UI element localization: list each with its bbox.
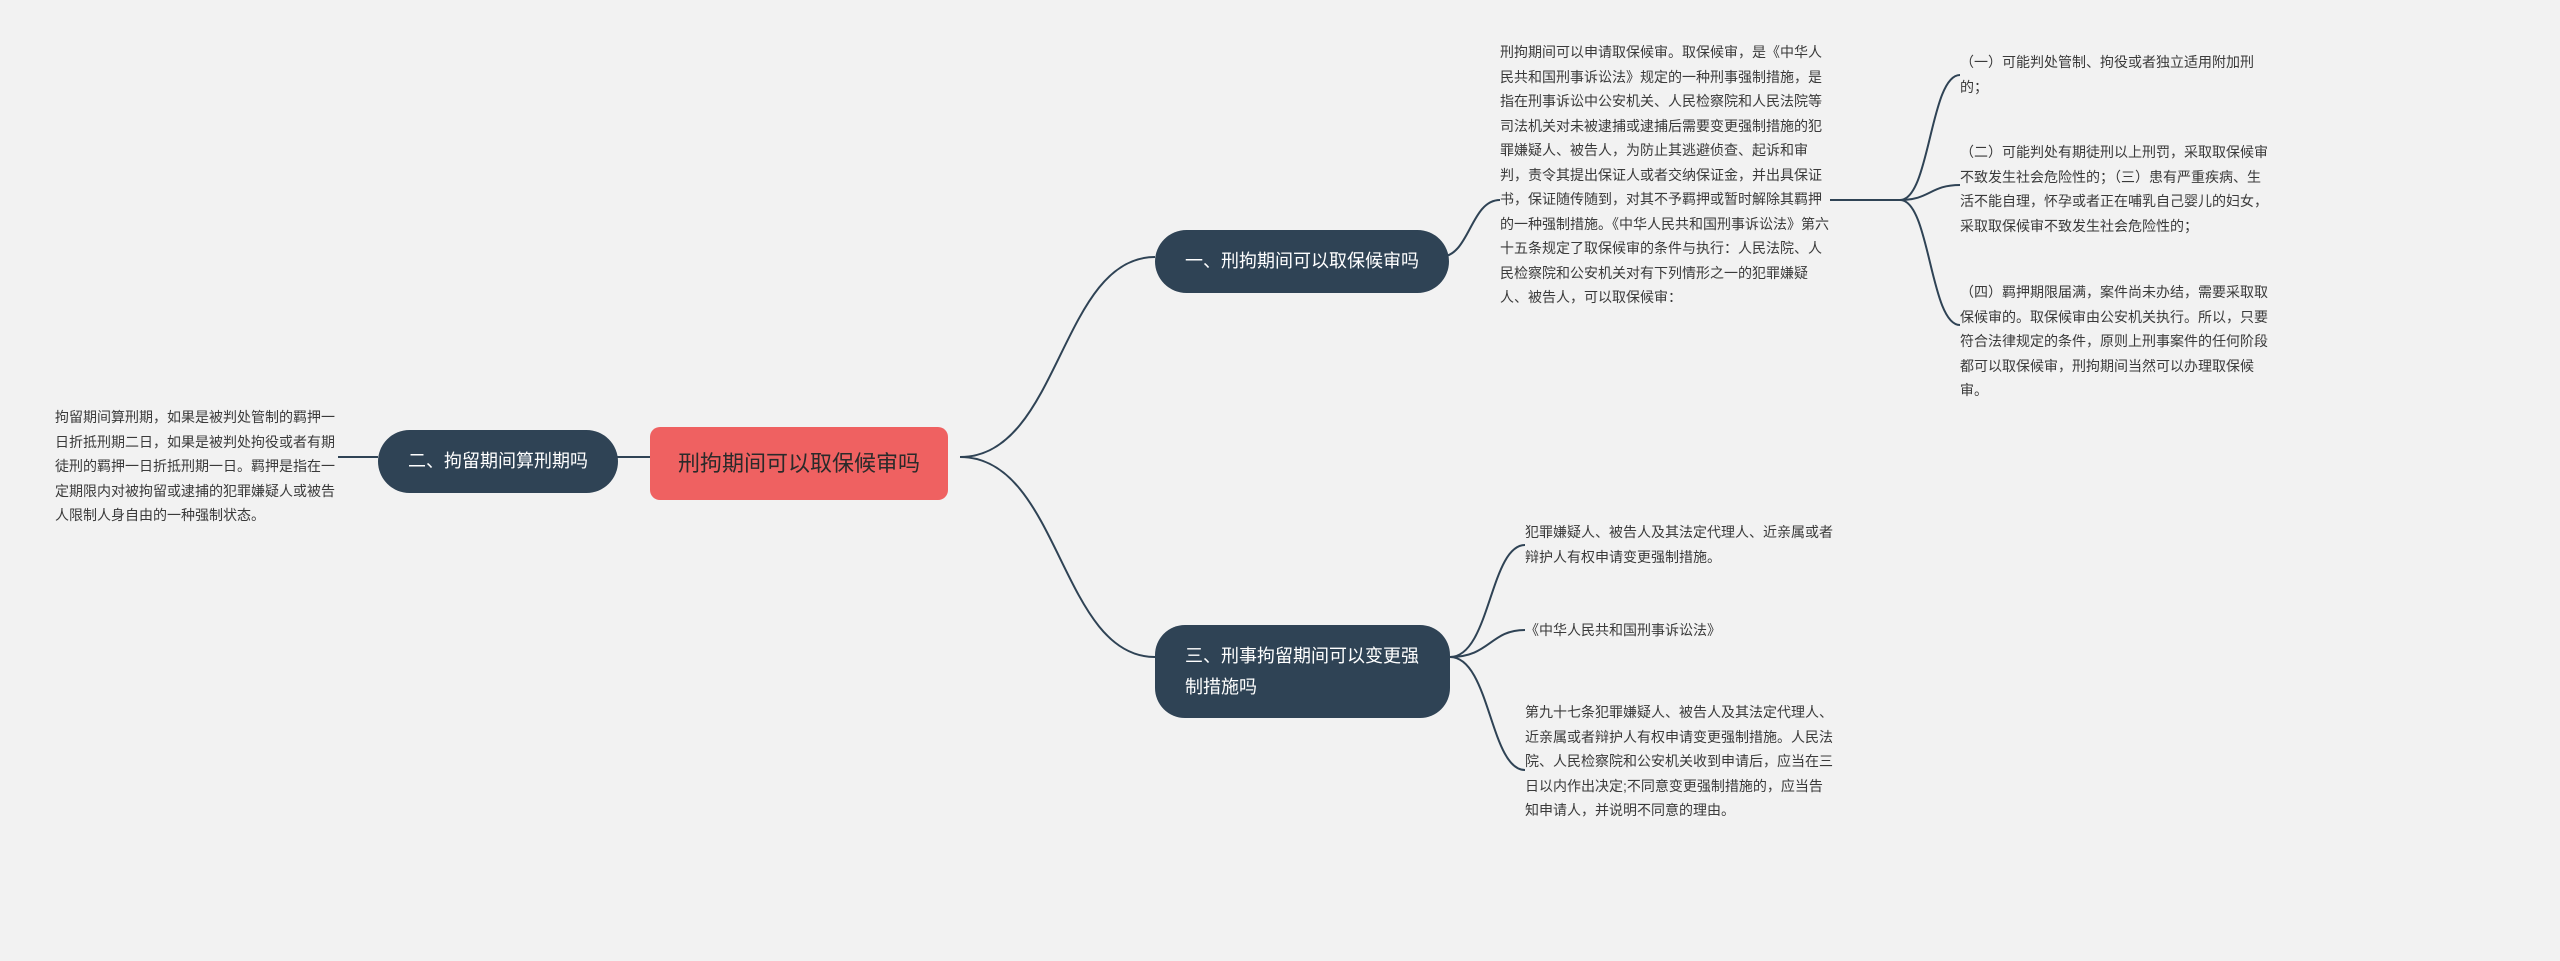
leaf-change-item-3: 第九十七条犯罪嫌疑人、被告人及其法定代理人、近亲属或者辩护人有权申请变更强制措施… <box>1525 700 1835 823</box>
branch-bail-pending[interactable]: 一、刑拘期间可以取保候审吗 <box>1155 230 1449 293</box>
branch-change-measures[interactable]: 三、刑事拘留期间可以变更强制措施吗 <box>1155 625 1450 718</box>
branch-detention-period[interactable]: 二、拘留期间算刑期吗 <box>378 430 618 493</box>
leaf-change-item-1: 犯罪嫌疑人、被告人及其法定代理人、近亲属或者辩护人有权申请变更强制措施。 <box>1525 520 1835 569</box>
leaf-bail-item-1: （一）可能判处管制、拘役或者独立适用附加刑的； <box>1960 50 2270 99</box>
leaf-detention-period-body: 拘留期间算刑期，如果是被判处管制的羁押一日折抵刑期二日，如果是被判处拘役或者有期… <box>55 405 340 528</box>
leaf-bail-intermediate: 刑拘期间可以申请取保候审。取保候审，是《中华人民共和国刑事诉讼法》规定的一种刑事… <box>1500 40 1830 310</box>
root-node[interactable]: 刑拘期间可以取保候审吗 <box>650 427 948 500</box>
leaf-bail-item-2: （二）可能判处有期徒刑以上刑罚，采取取保候审不致发生社会危险性的；（三）患有严重… <box>1960 140 2270 238</box>
leaf-bail-item-3: （四）羁押期限届满，案件尚未办结，需要采取取保候审的。取保候审由公安机关执行。所… <box>1960 280 2270 403</box>
leaf-change-item-2: 《中华人民共和国刑事诉讼法》 <box>1525 618 1835 643</box>
